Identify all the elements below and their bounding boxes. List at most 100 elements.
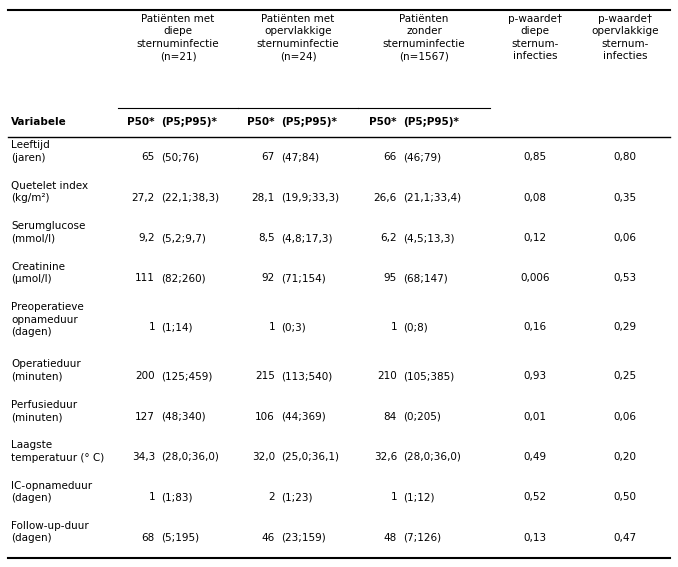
Text: 1: 1 — [148, 322, 155, 332]
Text: (50;76): (50;76) — [161, 152, 199, 162]
Text: (1;14): (1;14) — [161, 322, 193, 332]
Text: 32,6: 32,6 — [374, 452, 397, 462]
Text: 0,35: 0,35 — [614, 193, 637, 202]
Text: (25,0;36,1): (25,0;36,1) — [281, 452, 339, 462]
Text: 0,12: 0,12 — [523, 233, 546, 243]
Text: (P5;P95)*: (P5;P95)* — [403, 117, 459, 127]
Text: (82;260): (82;260) — [161, 273, 205, 284]
Text: (68;147): (68;147) — [403, 273, 447, 284]
Text: (105;385): (105;385) — [403, 371, 454, 381]
Text: Operatieduur
(minuten): Operatieduur (minuten) — [11, 359, 81, 382]
Text: (113;540): (113;540) — [281, 371, 332, 381]
Text: 0,20: 0,20 — [614, 452, 637, 462]
Text: Perfusieduur
(minuten): Perfusieduur (minuten) — [11, 400, 77, 422]
Text: Leeftijd
(jaren): Leeftijd (jaren) — [11, 141, 49, 163]
Text: Quetelet index
(kg/m²): Quetelet index (kg/m²) — [11, 181, 88, 203]
Text: 127: 127 — [135, 412, 155, 421]
Text: (44;369): (44;369) — [281, 412, 325, 421]
Text: (28,0;36,0): (28,0;36,0) — [403, 452, 461, 462]
Text: 0,08: 0,08 — [523, 193, 546, 202]
Text: 84: 84 — [384, 412, 397, 421]
Text: (46;79): (46;79) — [403, 152, 441, 162]
Text: 0,93: 0,93 — [523, 371, 546, 381]
Text: (1;83): (1;83) — [161, 492, 193, 502]
Text: Patiënten
zonder
sternuminfectie
(n=1567): Patiënten zonder sternuminfectie (n=1567… — [382, 14, 465, 61]
Text: P50*: P50* — [247, 117, 275, 127]
Text: (21,1;33,4): (21,1;33,4) — [403, 193, 461, 202]
Text: 0,06: 0,06 — [614, 233, 637, 243]
Text: (23;159): (23;159) — [281, 533, 325, 543]
Text: Laagste
temperatuur (° C): Laagste temperatuur (° C) — [11, 440, 104, 463]
Text: 0,52: 0,52 — [523, 492, 546, 502]
Text: 8,5: 8,5 — [258, 233, 275, 243]
Text: 106: 106 — [255, 412, 275, 421]
Text: 1: 1 — [391, 322, 397, 332]
Text: 6,2: 6,2 — [380, 233, 397, 243]
Text: (P5;P95)*: (P5;P95)* — [161, 117, 217, 127]
Text: 46: 46 — [262, 533, 275, 543]
Text: p-waarde†
opervlakkige
sternum-
infecties: p-waarde† opervlakkige sternum- infectie… — [591, 14, 659, 61]
Text: P50*: P50* — [127, 117, 155, 127]
Text: 111: 111 — [135, 273, 155, 284]
Text: 0,85: 0,85 — [523, 152, 546, 162]
Text: 0,06: 0,06 — [614, 412, 637, 421]
Text: (5;195): (5;195) — [161, 533, 199, 543]
Text: (48;340): (48;340) — [161, 412, 205, 421]
Text: Serumglucose
(mmol/l): Serumglucose (mmol/l) — [11, 221, 85, 244]
Text: (28,0;36,0): (28,0;36,0) — [161, 452, 219, 462]
Text: (0;3): (0;3) — [281, 322, 306, 332]
Text: 48: 48 — [384, 533, 397, 543]
Text: (1;23): (1;23) — [281, 492, 313, 502]
Text: (125;459): (125;459) — [161, 371, 212, 381]
Text: (47;84): (47;84) — [281, 152, 319, 162]
Text: Patiënten met
diepe
sternuminfectie
(n=21): Patiënten met diepe sternuminfectie (n=2… — [137, 14, 219, 61]
Text: 1: 1 — [268, 322, 275, 332]
Text: (4,5;13,3): (4,5;13,3) — [403, 233, 454, 243]
Text: 0,53: 0,53 — [614, 273, 637, 284]
Text: 0,01: 0,01 — [523, 412, 546, 421]
Text: Preoperatieve
opnameduur
(dagen): Preoperatieve opnameduur (dagen) — [11, 302, 84, 337]
Text: (4,8;17,3): (4,8;17,3) — [281, 233, 332, 243]
Text: 68: 68 — [142, 533, 155, 543]
Text: (1;12): (1;12) — [403, 492, 435, 502]
Text: 95: 95 — [384, 273, 397, 284]
Text: 0,16: 0,16 — [523, 322, 546, 332]
Text: (19,9;33,3): (19,9;33,3) — [281, 193, 339, 202]
Text: 0,29: 0,29 — [614, 322, 637, 332]
Text: 0,47: 0,47 — [614, 533, 637, 543]
Text: 32,0: 32,0 — [252, 452, 275, 462]
Text: P50*: P50* — [370, 117, 397, 127]
Text: 1: 1 — [391, 492, 397, 502]
Text: 28,1: 28,1 — [252, 193, 275, 202]
Text: 200: 200 — [136, 371, 155, 381]
Text: 65: 65 — [142, 152, 155, 162]
Text: 210: 210 — [377, 371, 397, 381]
Text: 0,80: 0,80 — [614, 152, 637, 162]
Text: 67: 67 — [262, 152, 275, 162]
Text: 0,25: 0,25 — [614, 371, 637, 381]
Text: 2: 2 — [268, 492, 275, 502]
Text: 0,50: 0,50 — [614, 492, 637, 502]
Text: 92: 92 — [262, 273, 275, 284]
Text: (0;8): (0;8) — [403, 322, 428, 332]
Text: 0,13: 0,13 — [523, 533, 546, 543]
Text: (P5;P95)*: (P5;P95)* — [281, 117, 337, 127]
Text: 27,2: 27,2 — [132, 193, 155, 202]
Text: 26,6: 26,6 — [374, 193, 397, 202]
Text: 9,2: 9,2 — [138, 233, 155, 243]
Text: (7;126): (7;126) — [403, 533, 441, 543]
Text: (22,1;38,3): (22,1;38,3) — [161, 193, 219, 202]
Text: 1: 1 — [148, 492, 155, 502]
Text: (5,2;9,7): (5,2;9,7) — [161, 233, 206, 243]
Text: 34,3: 34,3 — [132, 452, 155, 462]
Text: p-waarde†
diepe
sternum-
infecties: p-waarde† diepe sternum- infecties — [508, 14, 562, 61]
Text: Follow-up-duur
(dagen): Follow-up-duur (dagen) — [11, 521, 89, 543]
Text: Variabele: Variabele — [11, 117, 66, 127]
Text: (0;205): (0;205) — [403, 412, 441, 421]
Text: 215: 215 — [255, 371, 275, 381]
Text: Creatinine
(μmol/l): Creatinine (μmol/l) — [11, 262, 65, 284]
Text: 0,49: 0,49 — [523, 452, 546, 462]
Text: 0,006: 0,006 — [520, 273, 550, 284]
Text: IC-opnameduur
(dagen): IC-opnameduur (dagen) — [11, 481, 92, 503]
Text: Patiënten met
opervlakkige
sternuminfectie
(n=24): Patiënten met opervlakkige sternuminfect… — [257, 14, 339, 61]
